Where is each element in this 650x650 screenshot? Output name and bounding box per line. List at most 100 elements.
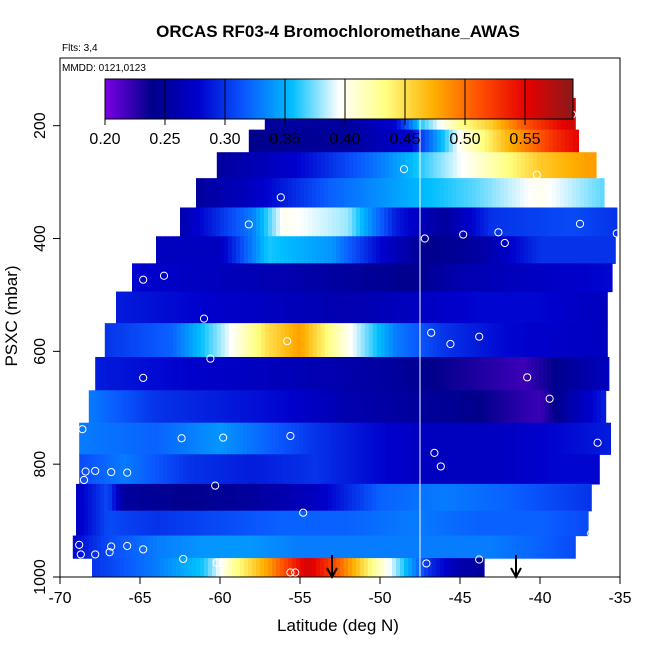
heatmap-cell xyxy=(339,422,344,455)
heatmap-cell xyxy=(475,454,480,485)
heatmap-cell xyxy=(232,558,237,577)
heatmap-cell xyxy=(504,129,510,153)
heatmap-cell xyxy=(548,236,553,264)
heatmap-cell xyxy=(587,422,592,455)
colorbar-tick-label: 0.30 xyxy=(209,131,240,148)
heatmap-cell xyxy=(131,422,136,455)
heatmap-cell xyxy=(463,454,468,485)
heatmap-cell xyxy=(404,236,409,264)
heatmap-cell xyxy=(276,207,281,237)
heatmap-cell xyxy=(348,152,354,179)
heatmap-cell xyxy=(272,263,277,293)
heatmap-cell xyxy=(444,207,449,237)
heatmap-cell xyxy=(472,558,477,577)
heatmap-cell xyxy=(356,236,361,264)
colorbar-tick-label: 0.35 xyxy=(269,131,300,148)
heatmap-cell xyxy=(456,483,461,512)
heatmap-cell xyxy=(212,236,217,264)
heatmap-cell xyxy=(236,535,242,559)
heatmap-cell xyxy=(376,263,381,293)
sample-point xyxy=(139,373,148,382)
heatmap-cell xyxy=(524,291,529,324)
heatmap-cell xyxy=(396,535,402,559)
heatmap-cell xyxy=(492,207,497,237)
heatmap-cell xyxy=(80,510,85,537)
heatmap-cell xyxy=(420,558,425,577)
heatmap-cell xyxy=(204,510,209,537)
heatmap-cell xyxy=(524,510,529,537)
heatmap-cell xyxy=(140,483,145,512)
heatmap-cell xyxy=(192,510,197,537)
heatmap-cell xyxy=(196,510,201,537)
heatmap-cell xyxy=(412,236,417,264)
heatmap-cell xyxy=(224,483,229,512)
heatmap-cell xyxy=(448,207,453,237)
heatmap-cell xyxy=(568,510,573,537)
heatmap-cell xyxy=(291,454,296,485)
heatmap-cell xyxy=(247,422,252,455)
heatmap-cell xyxy=(583,422,588,455)
heatmap-cell xyxy=(508,178,513,209)
heatmap-cell xyxy=(476,558,481,577)
y-axis-label: PSXC (mbar) xyxy=(2,265,21,366)
heatmap-cell xyxy=(348,390,354,424)
colorbar-tick-label: 0.20 xyxy=(89,131,120,148)
heatmap-cell xyxy=(212,323,218,358)
heatmap-cell xyxy=(308,236,313,264)
heatmap-cell xyxy=(492,152,498,179)
heatmap-cell xyxy=(320,152,326,179)
heatmap-cell xyxy=(531,356,536,391)
heatmap-cell xyxy=(276,483,281,512)
heatmap-cell xyxy=(532,152,538,179)
heatmap-cell xyxy=(436,178,441,209)
heatmap-cell xyxy=(267,454,272,485)
heatmap-cell xyxy=(496,323,502,358)
heatmap-cell xyxy=(375,422,380,455)
heatmap-cell xyxy=(532,207,537,237)
heatmap-cell xyxy=(548,323,554,358)
heatmap-cell xyxy=(200,236,205,264)
heatmap-cell xyxy=(416,152,422,179)
heatmap-cell xyxy=(284,152,290,179)
heatmap-cell xyxy=(416,558,421,577)
heatmap-cell xyxy=(316,483,321,512)
heatmap-cell xyxy=(203,454,208,485)
heatmap-cell xyxy=(123,356,128,391)
heatmap-cell xyxy=(119,356,124,391)
heatmap-cell xyxy=(359,356,364,391)
heatmap-cell xyxy=(304,207,309,237)
heatmap-cell xyxy=(308,483,313,512)
heatmap-cell xyxy=(259,422,264,455)
heatmap-cell xyxy=(144,535,150,559)
heatmap-cell xyxy=(115,422,120,455)
heatmap-cell xyxy=(356,535,362,559)
heatmap-cell xyxy=(224,236,229,264)
heatmap-cell xyxy=(384,152,390,179)
heatmap-row xyxy=(95,356,610,391)
heatmap-cell xyxy=(200,535,206,559)
heatmap-cell xyxy=(476,129,482,153)
colorbar-tick-label: 0.40 xyxy=(329,131,360,148)
heatmap-cell xyxy=(540,178,545,209)
sample-point xyxy=(219,433,228,442)
heatmap-cell xyxy=(464,236,469,264)
heatmap-cell xyxy=(404,323,410,358)
heatmap-cell xyxy=(552,390,558,424)
heatmap-cell xyxy=(172,510,177,537)
heatmap-cell xyxy=(140,291,145,324)
heatmap-cell xyxy=(300,510,305,537)
heatmap-cell xyxy=(540,323,546,358)
heatmap-cell xyxy=(336,129,342,153)
heatmap-cell xyxy=(400,510,405,537)
heatmap-cell xyxy=(516,390,522,424)
heatmap-cell xyxy=(340,510,345,537)
heatmap-cell xyxy=(84,510,89,537)
colorbar-gradient xyxy=(104,78,574,120)
heatmap-cell xyxy=(144,558,149,577)
heatmap-cell xyxy=(364,535,370,559)
heatmap-cell xyxy=(160,291,165,324)
heatmap-cell xyxy=(480,323,486,358)
heatmap-cell xyxy=(599,422,604,455)
heatmap-cell xyxy=(336,236,341,264)
heatmap-cell xyxy=(256,535,262,559)
